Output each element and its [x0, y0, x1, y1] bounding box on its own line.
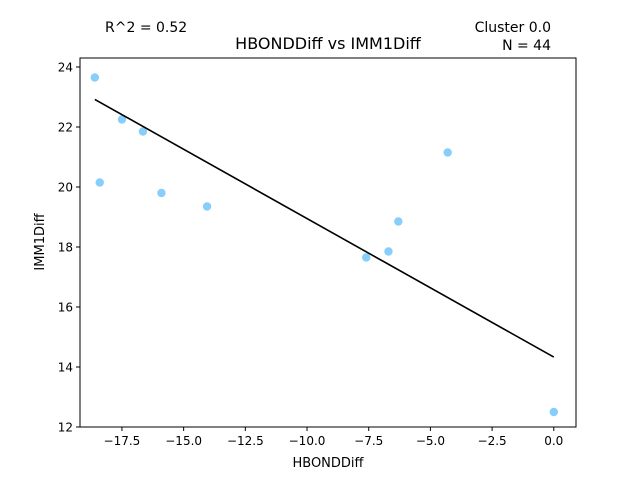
data-point: [117, 115, 127, 124]
y-tick-label: 24: [58, 61, 73, 75]
y-tick-label: 22: [58, 121, 73, 135]
data-point: [549, 407, 558, 417]
y-tick-label: 18: [58, 241, 73, 255]
y-tick-label: 14: [58, 361, 73, 375]
chart-title: HBONDDiff vs IMM1Diff: [235, 34, 422, 53]
x-tick-label: −17.5: [104, 434, 141, 448]
data-point: [202, 202, 212, 211]
x-tick-label: −10.0: [289, 434, 326, 448]
r2-annotation: R^2 = 0.52: [105, 20, 187, 36]
axes-frame: [79, 57, 577, 428]
y-tick-label: 20: [58, 181, 73, 195]
data-point: [138, 127, 148, 136]
data-point: [90, 73, 100, 82]
x-axis: −17.5 −15.0 −12.5 −10.0 −7.5 −5.0 −2.5 0.0: [104, 427, 563, 448]
plot-area: [90, 73, 558, 417]
data-point: [384, 247, 393, 256]
x-tick-label: −15.0: [165, 434, 202, 448]
data-point: [443, 148, 452, 157]
y-axis-label: IMM1Diff: [33, 212, 48, 270]
x-tick-label: −12.5: [227, 434, 264, 448]
data-point: [362, 253, 371, 262]
x-axis-label: HBONDDiff: [292, 456, 364, 471]
regression-line: [94, 98, 555, 358]
y-tick-label: 12: [58, 421, 73, 435]
n-annotation: N = 44: [502, 38, 551, 54]
cluster-annotation: Cluster 0.0: [475, 20, 551, 36]
x-tick-label: −2.5: [478, 434, 507, 448]
y-tick-label: 16: [58, 301, 73, 315]
x-tick-label: 0.0: [544, 434, 563, 448]
x-tick-label: −7.5: [354, 434, 383, 448]
data-point: [157, 188, 166, 198]
y-axis: 12 14 16 18 20 22 24: [58, 61, 80, 435]
data-point: [95, 178, 104, 187]
x-tick-label: −5.0: [416, 434, 445, 448]
data-point: [394, 217, 403, 226]
